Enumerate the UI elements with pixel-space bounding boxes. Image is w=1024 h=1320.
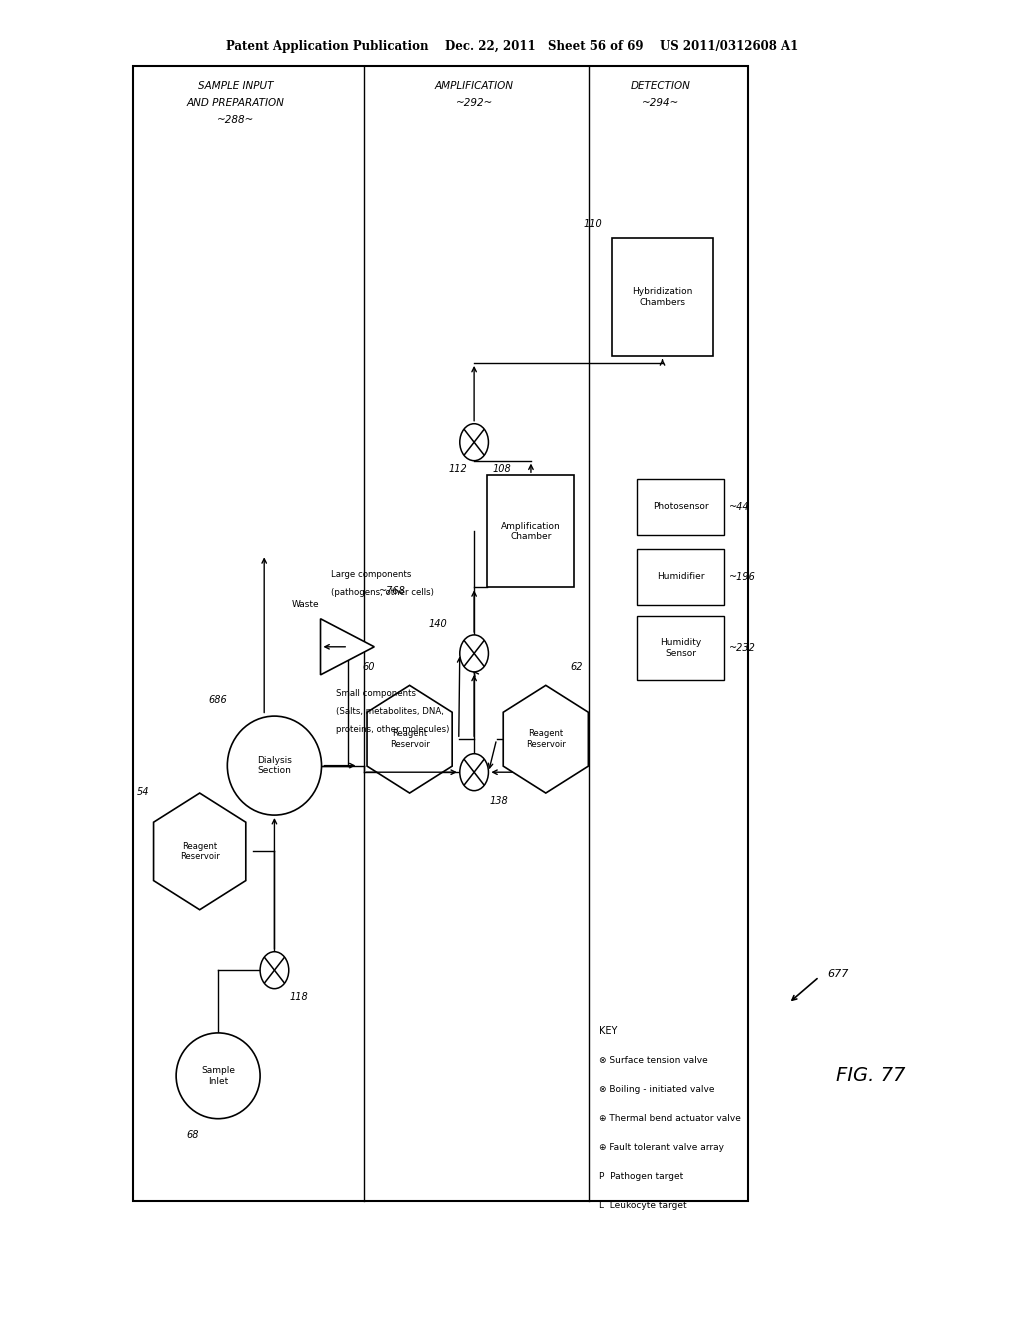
Text: 677: 677 <box>827 969 849 979</box>
Text: Sample
Inlet: Sample Inlet <box>201 1067 236 1085</box>
Text: Humidifier: Humidifier <box>656 573 705 581</box>
Circle shape <box>460 754 488 791</box>
Text: ~44: ~44 <box>729 502 750 512</box>
Text: (Salts, metabolites, DNA,: (Salts, metabolites, DNA, <box>336 708 443 715</box>
Text: 62: 62 <box>570 661 583 672</box>
Text: ~196: ~196 <box>729 572 756 582</box>
Text: KEY: KEY <box>599 1026 617 1036</box>
Text: Small components: Small components <box>336 689 416 697</box>
Bar <box>637 616 724 680</box>
Text: Photosensor: Photosensor <box>652 503 709 511</box>
Text: 118: 118 <box>290 991 308 1002</box>
Bar <box>637 549 724 605</box>
Bar <box>637 479 724 535</box>
Text: AMPLIFICATION: AMPLIFICATION <box>434 81 514 91</box>
Ellipse shape <box>227 715 322 814</box>
Text: DETECTION: DETECTION <box>631 81 690 91</box>
Text: ⊕ Fault tolerant valve array: ⊕ Fault tolerant valve array <box>599 1143 724 1152</box>
Text: ⊗ Surface tension valve: ⊗ Surface tension valve <box>599 1056 708 1065</box>
Polygon shape <box>367 685 453 793</box>
Text: Waste: Waste <box>292 601 318 609</box>
Text: 138: 138 <box>489 796 508 807</box>
Text: Dialysis
Section: Dialysis Section <box>257 756 292 775</box>
Text: AND PREPARATION: AND PREPARATION <box>186 98 285 108</box>
Bar <box>133 66 748 1201</box>
Text: Reagent
Reservoir: Reagent Reservoir <box>180 842 219 861</box>
Text: P  Pathogen target: P Pathogen target <box>599 1172 683 1181</box>
Text: 60: 60 <box>362 661 375 672</box>
Text: ~232: ~232 <box>729 643 756 653</box>
Text: 110: 110 <box>584 219 602 230</box>
Text: ~294~: ~294~ <box>642 98 679 108</box>
Circle shape <box>260 952 289 989</box>
Circle shape <box>460 635 488 672</box>
Polygon shape <box>503 685 589 793</box>
Text: SAMPLE INPUT: SAMPLE INPUT <box>198 81 273 91</box>
Text: Hybridization
Chambers: Hybridization Chambers <box>633 288 692 306</box>
Text: ⊕ Thermal bend actuator valve: ⊕ Thermal bend actuator valve <box>599 1114 741 1123</box>
Bar <box>612 238 713 356</box>
Text: ⊗ Boiling - initiated valve: ⊗ Boiling - initiated valve <box>599 1085 715 1094</box>
Text: ~292~: ~292~ <box>456 98 493 108</box>
Text: FIG. 77: FIG. 77 <box>836 1067 905 1085</box>
Text: 140: 140 <box>429 619 447 630</box>
Text: 54: 54 <box>137 787 150 797</box>
Ellipse shape <box>176 1032 260 1119</box>
Text: ~288~: ~288~ <box>217 115 254 125</box>
Text: Reagent
Reservoir: Reagent Reservoir <box>390 730 429 748</box>
Text: ~768: ~768 <box>379 586 406 597</box>
Text: 112: 112 <box>449 463 467 474</box>
Text: 108: 108 <box>493 463 511 474</box>
Text: L  Leukocyte target: L Leukocyte target <box>599 1201 687 1210</box>
Text: 686: 686 <box>209 694 227 705</box>
Text: Reagent
Reservoir: Reagent Reservoir <box>526 730 565 748</box>
Bar <box>487 475 574 587</box>
Text: Large components: Large components <box>331 570 411 578</box>
Text: proteins, other molecules): proteins, other molecules) <box>336 726 450 734</box>
Text: Patent Application Publication    Dec. 22, 2011   Sheet 56 of 69    US 2011/0312: Patent Application Publication Dec. 22, … <box>226 40 798 53</box>
Polygon shape <box>154 793 246 909</box>
Polygon shape <box>321 619 375 675</box>
Circle shape <box>460 424 488 461</box>
Text: Amplification
Chamber: Amplification Chamber <box>501 521 561 541</box>
Text: 68: 68 <box>186 1130 199 1140</box>
Text: Humidity
Sensor: Humidity Sensor <box>659 639 701 657</box>
Text: (pathogens, other cells): (pathogens, other cells) <box>331 589 433 597</box>
